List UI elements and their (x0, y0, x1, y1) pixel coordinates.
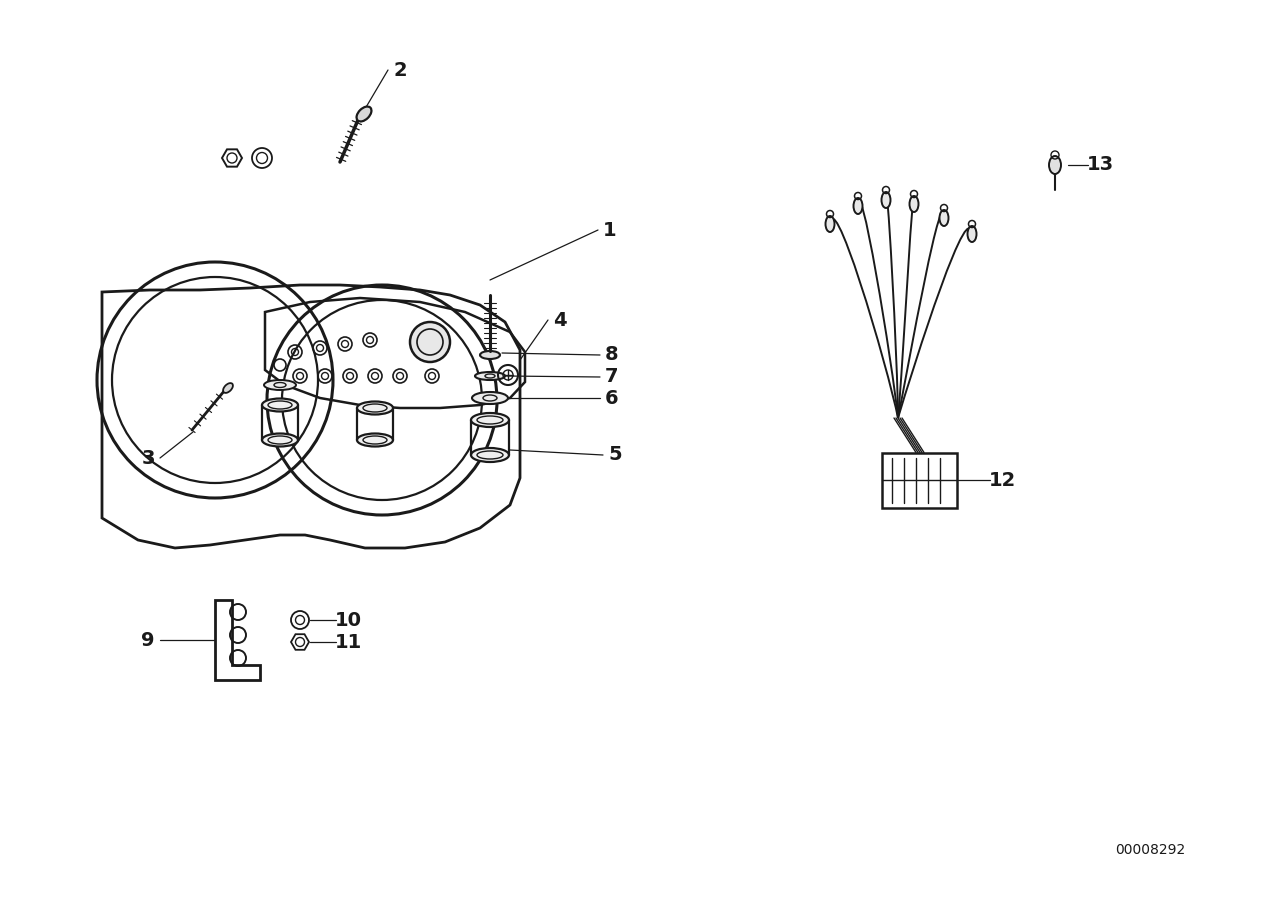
Ellipse shape (357, 433, 393, 447)
Text: 11: 11 (335, 632, 362, 652)
Ellipse shape (939, 210, 948, 226)
Text: 9: 9 (142, 631, 155, 650)
Circle shape (410, 322, 450, 362)
Ellipse shape (357, 401, 393, 414)
Ellipse shape (471, 448, 509, 462)
Ellipse shape (471, 392, 507, 404)
Text: 5: 5 (608, 446, 622, 464)
Text: 6: 6 (605, 389, 618, 408)
Ellipse shape (261, 433, 298, 447)
Text: 7: 7 (605, 368, 618, 387)
Ellipse shape (357, 106, 371, 121)
Ellipse shape (1048, 156, 1061, 174)
Ellipse shape (967, 226, 976, 242)
Ellipse shape (264, 380, 296, 390)
Text: 12: 12 (988, 470, 1016, 490)
Text: 13: 13 (1087, 156, 1114, 175)
Ellipse shape (826, 216, 835, 232)
Ellipse shape (223, 383, 233, 393)
Text: 3: 3 (142, 449, 155, 468)
Text: 2: 2 (393, 60, 407, 79)
Text: 1: 1 (603, 220, 617, 239)
Ellipse shape (475, 372, 505, 380)
Text: 8: 8 (605, 346, 618, 365)
Ellipse shape (471, 413, 509, 427)
Ellipse shape (909, 196, 918, 212)
Text: 00008292: 00008292 (1115, 843, 1185, 857)
Ellipse shape (480, 351, 500, 359)
Ellipse shape (881, 192, 890, 208)
Text: 10: 10 (335, 611, 362, 630)
Ellipse shape (854, 198, 863, 214)
Text: 4: 4 (553, 310, 567, 329)
Ellipse shape (261, 399, 298, 411)
